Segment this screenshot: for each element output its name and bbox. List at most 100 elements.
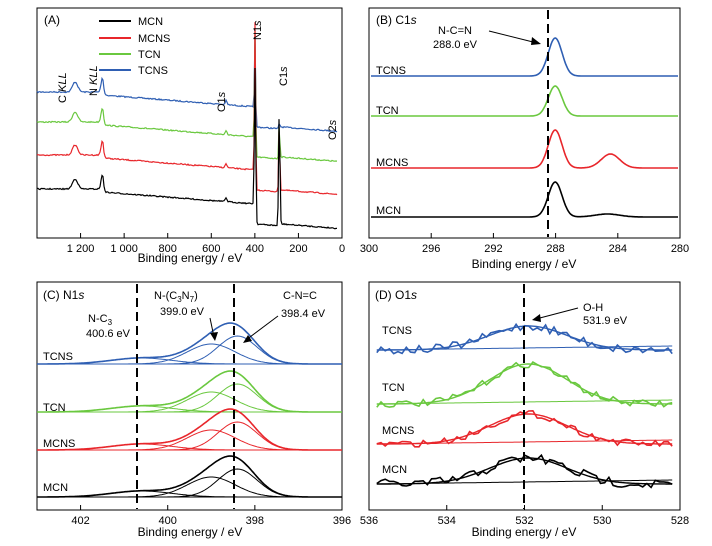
panel-a-xticks: 1 200 1 000 800 600 400 200 0 bbox=[67, 233, 345, 255]
n1s-component-tcn-1 bbox=[80, 391, 342, 413]
panel-c-title: (C) N1s bbox=[43, 288, 84, 302]
panel-d-label-mcn: MCN bbox=[382, 464, 407, 476]
annotation-o1s: O1s bbox=[216, 91, 228, 112]
panel-d-peak-label: O-H bbox=[583, 302, 603, 314]
o1s-fit-tcn bbox=[376, 363, 673, 405]
panel-b-title: (B) C1s bbox=[376, 13, 417, 27]
panel-b-curves bbox=[371, 37, 678, 218]
xtick-label-d-2: 532 bbox=[515, 515, 533, 527]
n1s-component-tcns-0 bbox=[106, 335, 342, 365]
panel-b-arrow-head bbox=[531, 37, 541, 45]
panel-a-curves bbox=[36, 22, 338, 230]
survey-curve-mcn bbox=[37, 67, 337, 230]
xtick-label-c-3: 396 bbox=[333, 515, 351, 527]
xtick-label-c-0: 402 bbox=[71, 515, 89, 527]
panel-b-label-mcns: MCNS bbox=[376, 157, 408, 169]
panel-c-peak2-value: 399.0 eV bbox=[160, 306, 205, 318]
survey-curve-tcn bbox=[36, 30, 338, 162]
annotation-o2s: O2s bbox=[327, 119, 339, 140]
panel-c-curves bbox=[37, 322, 342, 498]
n1s-envelope-mcns bbox=[37, 408, 342, 451]
xtick-label-d-3: 530 bbox=[593, 515, 611, 527]
panel-d: (D) O1s 536 534 532 530 528 O-H 531.9 eV TCN… bbox=[360, 281, 689, 539]
panel-a: (A) 1 200 1 000 800 600 400 200 0 Binding ener… bbox=[36, 7, 345, 265]
n1s-component-mcns-0 bbox=[106, 421, 342, 451]
annotation-c1s: C1s bbox=[278, 66, 290, 86]
panel-d-label-mcns: MCNS bbox=[382, 425, 414, 437]
xtick-label-d-4: 528 bbox=[671, 515, 689, 527]
legend-label-tcn: TCN bbox=[138, 49, 161, 61]
n1s-component-mcn-1 bbox=[80, 476, 342, 498]
legend-label-mcns: MCNS bbox=[138, 33, 170, 45]
n1s-envelope-tcns bbox=[37, 322, 342, 365]
xtick-label-a-6: 0 bbox=[339, 243, 345, 255]
xtick-label-b-5: 280 bbox=[671, 243, 689, 255]
c1s-curve-mcn bbox=[371, 181, 678, 218]
n1s-envelope-tcn bbox=[37, 370, 342, 413]
xtick-label-a-1: 1 000 bbox=[110, 243, 138, 255]
xtick-label-b-1: 296 bbox=[422, 243, 440, 255]
panel-c-frame bbox=[36, 281, 343, 511]
panel-c-xticks: 402 400 398 396 bbox=[71, 505, 351, 527]
xtick-label-a-3: 600 bbox=[202, 243, 220, 255]
n1s-component-mcn-0 bbox=[106, 468, 342, 498]
n1s-component-tcns-1 bbox=[80, 343, 342, 365]
panel-c: (C) N1s 402 400 398 396 N-C3 400.6 eV N-(C3… bbox=[36, 281, 351, 539]
xtick-label-a-4: 400 bbox=[246, 243, 264, 255]
legend-label-mcn: MCN bbox=[138, 16, 163, 28]
panel-b-arrow-line bbox=[488, 30, 538, 44]
xtick-label-b-4: 284 bbox=[609, 243, 627, 255]
panel-d-arrow-head bbox=[532, 314, 541, 322]
xtick-label-a-2: 800 bbox=[159, 243, 177, 255]
panel-c-xlabel: Binding energy / eV bbox=[138, 525, 243, 539]
n1s-component-mcns-1 bbox=[80, 429, 342, 451]
panel-d-label-tcn: TCN bbox=[382, 382, 405, 394]
panel-d-title: (D) O1s bbox=[375, 288, 417, 302]
panel-c-peak2-label: N-(C3N7) bbox=[154, 290, 198, 304]
n1s-component-tcn-0 bbox=[106, 383, 342, 413]
panel-c-arrow2-head bbox=[210, 332, 218, 341]
panel-b-label-tcn: TCN bbox=[376, 105, 399, 117]
c1s-curve-mcns bbox=[371, 129, 678, 169]
panel-d-xticks: 536 534 532 530 528 bbox=[360, 505, 689, 527]
xtick-label-d-0: 536 bbox=[360, 515, 378, 527]
xtick-label-b-3: 288 bbox=[546, 243, 564, 255]
panel-c-label-tcn: TCN bbox=[43, 402, 66, 414]
panel-b-label-tcns: TCNS bbox=[376, 65, 406, 77]
panel-c-peak3-label: C-N=C bbox=[283, 290, 317, 302]
annotation-n1s: N1s bbox=[252, 20, 264, 40]
xtick-label-c-2: 398 bbox=[246, 515, 264, 527]
panel-a-legend: MCN MCNS TCN TCNS bbox=[99, 16, 170, 77]
survey-curve-tcns bbox=[36, 35, 338, 133]
panel-b-peak-value: 288.0 eV bbox=[433, 39, 478, 51]
xtick-label-a-5: 200 bbox=[289, 243, 307, 255]
panel-c-peak3-value: 398.4 eV bbox=[281, 308, 326, 320]
panel-a-frame bbox=[36, 7, 343, 239]
annotation-c-kll: C KLL bbox=[57, 72, 69, 103]
legend-label-tcns: TCNS bbox=[138, 65, 168, 77]
c1s-curve-tcn bbox=[371, 85, 678, 117]
survey-curve-mcns bbox=[36, 22, 338, 196]
panel-a-xlabel: Binding energy / eV bbox=[138, 251, 243, 265]
panel-b: (B) C1s 300 296 292 288 284 280 N-C=N 288.0 e… bbox=[360, 7, 689, 271]
panel-d-peak-value: 531.9 eV bbox=[583, 315, 628, 327]
xtick-label-d-1: 534 bbox=[438, 515, 456, 527]
xtick-label-c-1: 400 bbox=[159, 515, 177, 527]
xtick-label-b-2: 292 bbox=[484, 243, 502, 255]
panel-b-label-mcn: MCN bbox=[376, 205, 401, 217]
panel-d-xlabel: Binding energy / eV bbox=[472, 525, 577, 539]
panel-b-xlabel: Binding energy / eV bbox=[472, 257, 577, 271]
panel-c-peak1-value: 400.6 eV bbox=[86, 328, 131, 340]
xtick-label-b-0: 300 bbox=[360, 243, 378, 255]
panel-c-arrow3-head bbox=[243, 335, 252, 343]
panel-b-peak-label: N-C=N bbox=[438, 25, 472, 37]
panel-b-frame bbox=[368, 7, 681, 239]
panel-c-label-mcns: MCNS bbox=[43, 438, 75, 450]
xtick-label-a-0: 1 200 bbox=[67, 243, 95, 255]
annotation-n-kll: N KLL bbox=[88, 65, 100, 96]
panel-c-label-mcn: MCN bbox=[43, 482, 68, 494]
panel-c-peak1-label: N-C3 bbox=[88, 313, 113, 327]
panel-a-title: (A) bbox=[44, 13, 60, 27]
panel-c-label-tcns: TCNS bbox=[43, 351, 73, 363]
